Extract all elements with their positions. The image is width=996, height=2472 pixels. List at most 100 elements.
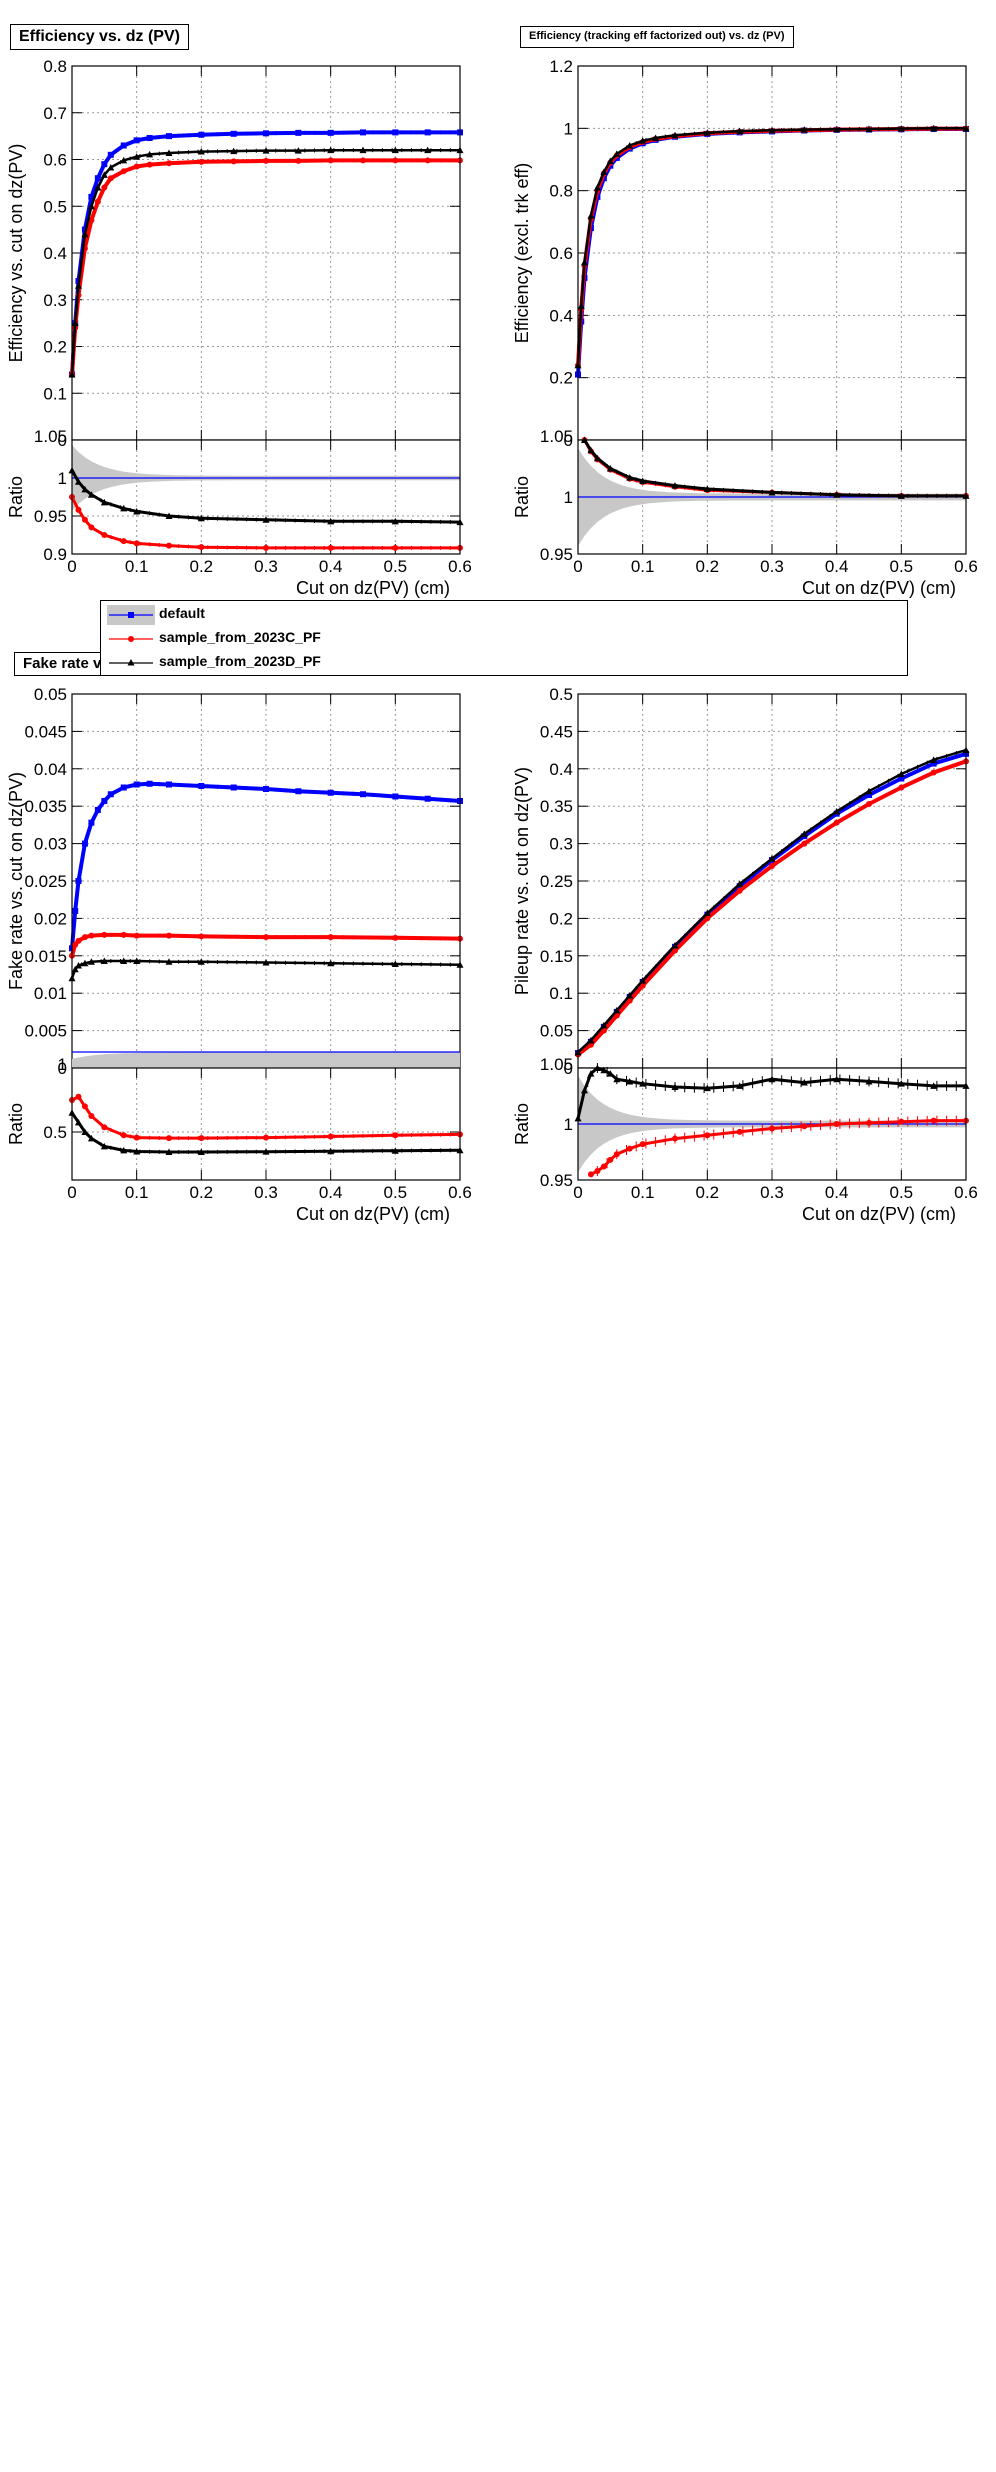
effx-main-ytick-label: 1 bbox=[564, 119, 573, 138]
fake-main-ytick-label: 0.045 bbox=[24, 722, 67, 741]
fake-main-data-point bbox=[120, 784, 127, 791]
effx-main-ytick-label: 0.6 bbox=[549, 244, 573, 263]
fake-ratio-ylabel: Ratio bbox=[6, 1103, 26, 1145]
eff-main-data-point bbox=[101, 184, 108, 191]
pileup-main-ylabel: Pileup rate vs. cut on dz(PV) bbox=[512, 767, 532, 995]
legend-circle-marker-icon bbox=[109, 636, 153, 642]
fake-main-ytick-label: 0.015 bbox=[24, 947, 67, 966]
fake-ratio-data-point bbox=[391, 1147, 399, 1154]
fake-main-data-point bbox=[230, 784, 237, 791]
eff-main-ytick-label: 0.5 bbox=[43, 197, 67, 216]
fake-main-data-point bbox=[100, 957, 108, 965]
fake-main-ytick-label: 0.04 bbox=[34, 760, 67, 779]
effx-ratio-ytick-label: 0.95 bbox=[540, 545, 573, 564]
eff-ratio-ytick-label: 0.9 bbox=[43, 545, 67, 564]
effx-main-data-point bbox=[580, 258, 588, 266]
fake-ratio-data-point bbox=[120, 1146, 128, 1154]
eff-ratio-ylabel: Ratio bbox=[6, 476, 26, 518]
fake-ratio-data-point bbox=[81, 1103, 88, 1110]
eff-main-data-point bbox=[424, 129, 431, 136]
pileup-main-ytick-label: 0.05 bbox=[540, 1022, 573, 1041]
pileup-main-series-sample_from_2023D_PF bbox=[574, 746, 970, 1056]
pileup-ratio-ytick-label: 1 bbox=[564, 1115, 573, 1134]
effx-ratio-data-point bbox=[897, 492, 905, 499]
pileup-main-ytick-label: 0.4 bbox=[549, 760, 573, 779]
effx-ratio-data-point bbox=[606, 465, 614, 472]
fake-ratio-data-point bbox=[327, 1147, 335, 1155]
eff-ratio-data-point bbox=[327, 517, 335, 525]
eff-ratio-data-point bbox=[197, 514, 205, 522]
effx-ratio-data-point bbox=[833, 491, 841, 498]
pileup-ratio-data-point bbox=[800, 1079, 808, 1086]
pileup-main-ytick-label: 0.2 bbox=[549, 909, 573, 928]
fake-main-data-point bbox=[71, 965, 79, 973]
effx-ratio-ylabel: Ratio bbox=[512, 476, 532, 518]
fake-ratio-ytick-label: 0.5 bbox=[43, 1123, 67, 1142]
legend: default sample_from_2023C_PF sample_from… bbox=[100, 600, 908, 676]
eff-main-data-point bbox=[424, 157, 431, 164]
eff-main-data-point bbox=[295, 129, 302, 136]
pileup-main-data-point bbox=[833, 807, 841, 815]
pileup-ratio-data-point bbox=[607, 1156, 614, 1163]
fake-main-data-point bbox=[81, 934, 88, 941]
fake-ratio-series-sample_from_2023C_PF bbox=[69, 1093, 463, 1142]
pileup-main-ytick-label: 0.3 bbox=[549, 835, 573, 854]
eff-main-data-point bbox=[120, 142, 127, 149]
effx-main-series-sample_from_2023D_PF bbox=[574, 124, 970, 369]
fake-ratio-xtick-label: 0.2 bbox=[190, 1183, 214, 1202]
eff-ratio-data-point bbox=[133, 507, 141, 515]
eff-ratio-xtick-label: 0.2 bbox=[190, 557, 214, 576]
effx-main-ytick-label: 0.8 bbox=[549, 182, 573, 201]
effx-main-data-point bbox=[930, 124, 938, 132]
eff-ratio-xtick-label: 0.3 bbox=[254, 557, 278, 576]
eff-main-data-point bbox=[391, 146, 399, 154]
fake-ratio-xtick-label: 0.1 bbox=[125, 1183, 149, 1202]
fake-main-data-point bbox=[197, 958, 205, 965]
pileup-ratio-data-point bbox=[587, 1070, 595, 1077]
fake-main-series-sample_from_2023C_PF bbox=[69, 931, 463, 959]
pileup-xlabel: Cut on dz(PV) (cm) bbox=[802, 1204, 956, 1224]
effx-ratio-xtick-label: 0.4 bbox=[825, 557, 849, 576]
fake-ratio-data-point bbox=[75, 1093, 82, 1100]
eff-main-ytick-label: 0.3 bbox=[43, 291, 67, 310]
eff-ratio-data-point bbox=[392, 544, 399, 551]
pileup-main-data-point bbox=[736, 887, 743, 894]
eff-main-data-point bbox=[94, 175, 101, 182]
pileup-main-data-point bbox=[800, 830, 808, 837]
eff-main-data-point bbox=[294, 147, 302, 154]
pileup-main-ytick-label: 0 bbox=[564, 1059, 573, 1078]
eff-main-data-point bbox=[133, 137, 140, 144]
pileup-main-data-point bbox=[703, 909, 711, 917]
eff-ratio-data-point bbox=[133, 540, 140, 547]
pileup-main-data-point bbox=[898, 775, 905, 782]
eff-main-ytick-label: 0.7 bbox=[43, 104, 67, 123]
legend-label-default: default bbox=[159, 605, 205, 621]
legend-triangle-marker-icon bbox=[109, 659, 153, 666]
pileup-ratio-data-point bbox=[626, 1077, 634, 1085]
fake-ratio-frame bbox=[71, 1067, 461, 1181]
eff-main-ytick-label: 0 bbox=[58, 431, 67, 450]
effx-main-ylabel: Efficiency (excl. trk eff) bbox=[512, 163, 532, 343]
legend-entry-2023C: sample_from_2023C_PF bbox=[107, 627, 707, 651]
pileup-ratio-data-point bbox=[606, 1070, 614, 1077]
eff-main-ytick-label: 0.4 bbox=[43, 244, 67, 263]
fake-main-ylabel: Fake rate vs. cut on dz(PV) bbox=[6, 772, 26, 990]
pileup-main-ytick-label: 0.15 bbox=[540, 947, 573, 966]
eff-main-data-point bbox=[100, 171, 108, 178]
effx-ratio-xtick-label: 0.1 bbox=[631, 557, 655, 576]
pileup-ratio-data-point bbox=[736, 1082, 744, 1089]
pileup-main-ytick-label: 0.5 bbox=[549, 685, 573, 704]
effx-ratio-series-sample_from_2023D_PF bbox=[580, 436, 970, 499]
fake-main-data-point bbox=[424, 795, 431, 802]
fake-main-ytick-label: 0.02 bbox=[34, 909, 67, 928]
pileup-ratio-xtick-label: 0.4 bbox=[825, 1183, 849, 1202]
pileup-main-series-sample_from_2023C_PF bbox=[575, 758, 969, 1058]
pileup-ratio-data-point bbox=[833, 1121, 840, 1127]
fake-main-ytick-label: 0.01 bbox=[34, 984, 67, 1003]
effx-ratio-data-point bbox=[639, 477, 647, 485]
effx-ratio-data-point bbox=[626, 474, 634, 481]
eff-main-ytick-label: 0.8 bbox=[43, 57, 67, 76]
pileup-main-data-point bbox=[833, 819, 840, 826]
fake-main-data-point bbox=[81, 959, 89, 967]
